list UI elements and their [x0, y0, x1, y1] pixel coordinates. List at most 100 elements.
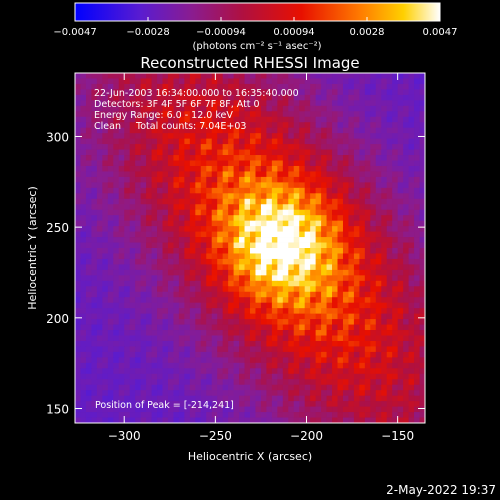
- heatmap-cell: [75, 248, 81, 254]
- heatmap-cell: [342, 417, 349, 423]
- heatmap-cell: [392, 105, 399, 112]
- heatmap-cell: [419, 417, 425, 423]
- heatmap-cell: [96, 127, 103, 134]
- heatmap-cell: [217, 390, 224, 397]
- heatmap-cell: [195, 193, 202, 200]
- heatmap-cell: [222, 144, 229, 150]
- heatmap-cell: [91, 330, 98, 336]
- heatmap-cell: [178, 335, 185, 342]
- heatmap-cell: [321, 215, 327, 222]
- heatmap-cell: [260, 362, 267, 369]
- heatmap-cell: [342, 302, 349, 309]
- heatmap-cell: [173, 122, 180, 129]
- heatmap-cell: [151, 390, 158, 397]
- heatmap-cell: [80, 291, 87, 298]
- heatmap-cell: [353, 275, 360, 282]
- heatmap-cell: [178, 111, 185, 118]
- heatmap-cell: [310, 346, 317, 353]
- heatmap-cell: [403, 100, 409, 107]
- heatmap-cell: [282, 94, 289, 101]
- heatmap-cell: [277, 275, 284, 282]
- heatmap-cell: [167, 73, 174, 79]
- heatmap-cell: [414, 384, 420, 391]
- heatmap-cell: [107, 209, 114, 216]
- heatmap-cell: [260, 171, 267, 178]
- heatmap-cell: [288, 401, 295, 407]
- heatmap-cell: [195, 171, 202, 178]
- heatmap-cell: [140, 368, 147, 375]
- heatmap-cell: [408, 149, 415, 156]
- heatmap-cell: [91, 171, 98, 178]
- heatmap-cell: [173, 94, 180, 101]
- heatmap-cell: [162, 324, 169, 331]
- heatmap-cell: [255, 215, 262, 222]
- heatmap-cell: [310, 149, 317, 156]
- heatmap-cell: [189, 286, 196, 293]
- heatmap-cell: [260, 231, 267, 238]
- heatmap-cell: [271, 220, 278, 227]
- heatmap-cell: [80, 308, 87, 315]
- heatmap-cell: [140, 111, 147, 118]
- heatmap-cell: [315, 248, 322, 254]
- heatmap-cell: [397, 384, 404, 391]
- heatmap-cell: [364, 357, 371, 364]
- heatmap-cell: [157, 275, 163, 282]
- heatmap-cell: [195, 160, 202, 167]
- heatmap-cell: [96, 379, 103, 386]
- heatmap-cell: [348, 384, 355, 391]
- heatmap-cell: [217, 412, 224, 418]
- heatmap-cell: [299, 275, 306, 282]
- heatmap-cell: [162, 373, 169, 380]
- heatmap-cell: [140, 171, 147, 178]
- heatmap-cell: [260, 330, 267, 336]
- heatmap-cell: [206, 133, 213, 140]
- heatmap-cell: [315, 226, 322, 232]
- heatmap-cell: [326, 160, 333, 167]
- heatmap-cell: [151, 406, 158, 413]
- heatmap-cell: [206, 155, 213, 161]
- heatmap-cell: [315, 373, 322, 380]
- heatmap-cell: [348, 160, 355, 167]
- heatmap-cell: [293, 149, 300, 156]
- heatmap-cell: [293, 368, 300, 375]
- heatmap-cell: [140, 286, 147, 293]
- heatmap-cell: [222, 165, 229, 172]
- heatmap-cell: [381, 94, 388, 101]
- heatmap-cell: [75, 155, 81, 161]
- heatmap-cell: [178, 313, 185, 320]
- heatmap-cell: [129, 215, 136, 222]
- heatmap-cell: [124, 313, 131, 320]
- heatmap-cell: [370, 308, 377, 315]
- heatmap-cell: [260, 340, 267, 347]
- heatmap-cell: [370, 73, 377, 79]
- heatmap-cell: [271, 297, 278, 304]
- heatmap-cell: [370, 390, 377, 397]
- heatmap-cell: [80, 390, 87, 397]
- heatmap-cell: [260, 209, 267, 216]
- heatmap-cell: [189, 78, 196, 85]
- heatmap-cell: [135, 127, 142, 134]
- heatmap-cell: [135, 160, 142, 167]
- heatmap-cell: [419, 313, 425, 320]
- heatmap-cell: [255, 280, 262, 287]
- heatmap-cell: [206, 176, 213, 183]
- heatmap-cell: [124, 269, 131, 276]
- heatmap-cell: [107, 258, 114, 265]
- heatmap-cell: [85, 340, 92, 347]
- heatmap-cell: [244, 379, 251, 386]
- heatmap-cell: [364, 346, 371, 353]
- heatmap-cell: [348, 406, 355, 413]
- heatmap-cell: [206, 302, 213, 309]
- heatmap-cell: [293, 165, 300, 172]
- heatmap-cell: [381, 171, 388, 178]
- heatmap-cell: [80, 302, 87, 309]
- heatmap-cell: [315, 368, 322, 375]
- heatmap-cell: [140, 401, 147, 407]
- heatmap-cell: [332, 368, 338, 375]
- heatmap-cell: [157, 187, 163, 194]
- heatmap-cell: [96, 412, 103, 418]
- heatmap-cell: [91, 83, 98, 90]
- heatmap-cell: [315, 242, 322, 249]
- heatmap-cell: [282, 280, 289, 287]
- heatmap-cell: [217, 144, 224, 150]
